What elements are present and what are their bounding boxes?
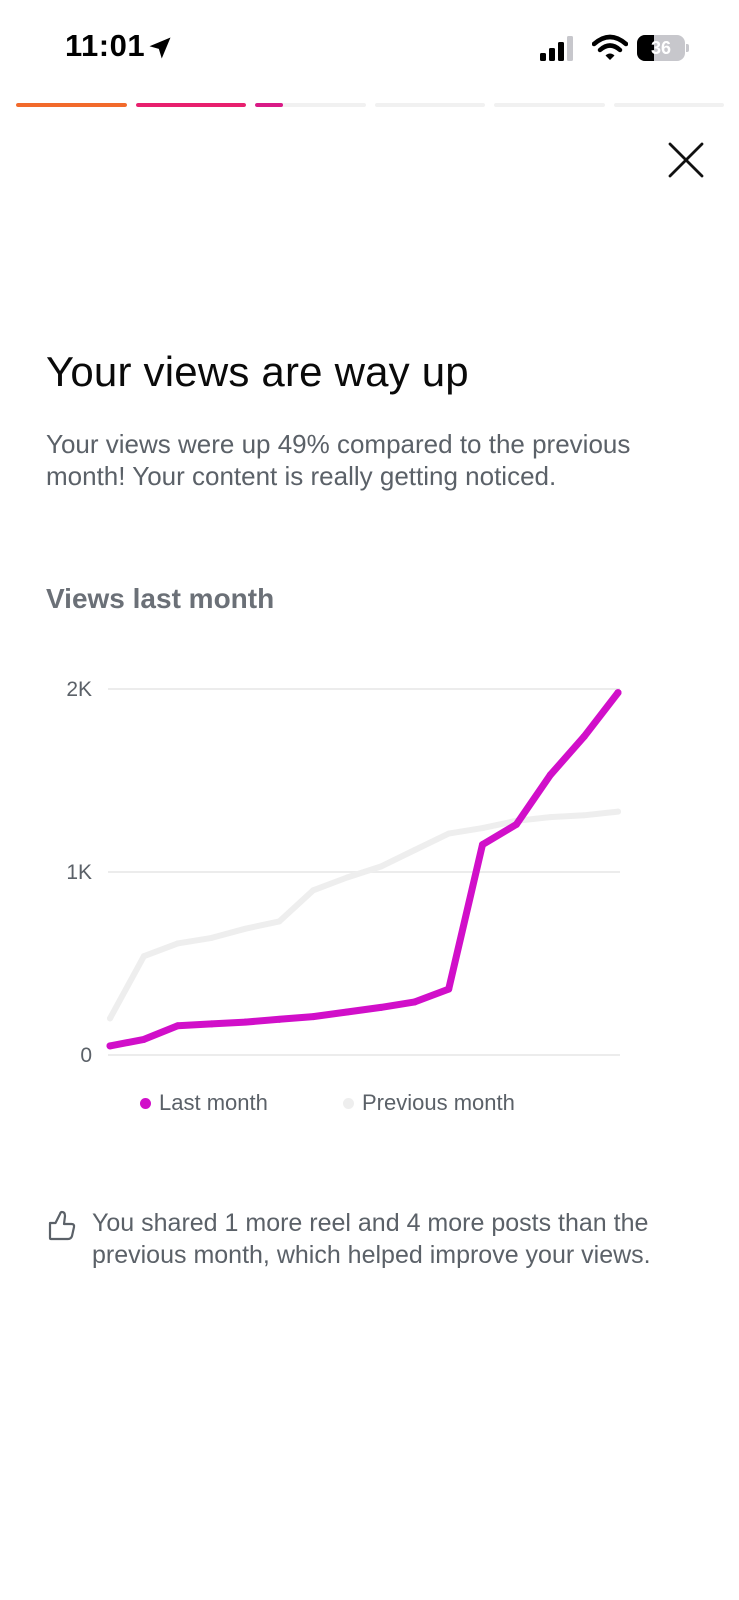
story-progress-bar: [16, 103, 724, 107]
y-tick-label: 2K: [66, 678, 92, 701]
data-point: [547, 814, 554, 821]
location-arrow-icon: [149, 37, 171, 59]
legend-label: Last month: [159, 1090, 268, 1115]
status-time: 11:01: [65, 28, 146, 63]
data-point: [174, 1022, 182, 1030]
data-point: [241, 1018, 249, 1026]
data-point: [411, 847, 418, 854]
data-point: [343, 1008, 351, 1016]
wifi-icon: [592, 34, 628, 60]
data-point: [580, 733, 588, 741]
data-point: [208, 934, 215, 941]
page-subtitle: Your views were up 49% compared to the p…: [46, 429, 631, 491]
legend-label: Previous month: [362, 1090, 515, 1115]
battery-percentage: 36: [650, 38, 672, 58]
data-point: [275, 1015, 283, 1023]
views-chart: 0 1K 2K: [0, 660, 739, 1140]
data-point: [615, 808, 621, 815]
data-point: [174, 940, 181, 947]
series-line-previous-month: [107, 808, 621, 1022]
legend-swatch: [343, 1097, 354, 1109]
data-point: [479, 841, 487, 849]
status-bar: 11:01 36: [0, 0, 739, 100]
story-progress-segment: [374, 103, 485, 107]
cellular-signal-icon: [540, 36, 573, 61]
data-point: [581, 812, 588, 819]
y-tick-label: 1K: [66, 861, 92, 884]
insight-text: You shared 1 more reel and 4 more posts …: [92, 1209, 651, 1269]
legend-swatch: [140, 1097, 151, 1109]
data-point: [242, 925, 249, 932]
data-point: [106, 1042, 114, 1050]
data-point: [276, 918, 283, 925]
series-line-last-month: [106, 689, 622, 1050]
data-point: [140, 953, 147, 960]
data-point: [512, 820, 520, 828]
legend-item-last-month: Last month: [140, 1090, 268, 1116]
data-point: [377, 863, 384, 870]
data-point: [309, 1013, 317, 1021]
story-progress-segment: [135, 103, 246, 107]
close-button[interactable]: [664, 138, 708, 182]
chart-title: Views last month: [46, 583, 275, 614]
line-chart-svg: 0 1K 2K: [66, 678, 622, 1067]
thumbs-up-icon: [48, 1210, 76, 1241]
data-point: [140, 1035, 148, 1043]
data-point: [479, 825, 486, 832]
y-tick-label: 0: [80, 1044, 92, 1067]
data-point: [445, 985, 453, 993]
data-point: [546, 771, 554, 779]
data-point: [614, 689, 622, 697]
story-progress-segment: [16, 103, 127, 107]
data-point: [411, 998, 419, 1006]
data-point: [377, 1003, 385, 1011]
legend-item-previous-month: Previous month: [343, 1090, 515, 1116]
data-point: [445, 830, 452, 837]
story-progress-segment: [494, 103, 605, 107]
page-title: Your views are way up: [46, 348, 469, 395]
chart-legend: Last month Previous month: [0, 1090, 739, 1130]
story-progress-segment: [255, 103, 366, 107]
data-point: [208, 1020, 216, 1028]
data-point: [344, 874, 351, 881]
data-point: [310, 887, 317, 894]
close-icon: [668, 142, 704, 178]
battery-indicator: 36: [637, 35, 689, 61]
story-progress-segment: [613, 103, 724, 107]
data-point: [107, 1015, 113, 1022]
